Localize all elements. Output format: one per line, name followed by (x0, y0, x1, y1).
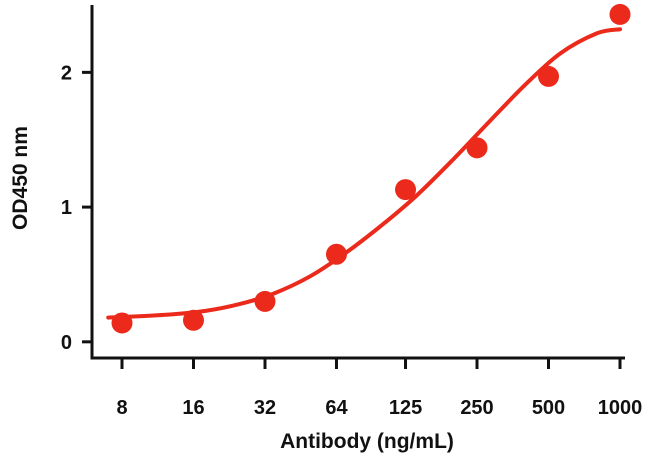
data-point (538, 65, 560, 87)
data-point (182, 309, 204, 331)
x-tick-label: 8 (116, 397, 127, 419)
data-point (325, 243, 347, 265)
y-tick-label: 0 (61, 332, 72, 354)
x-tick-label: 125 (389, 397, 422, 419)
data-point (466, 137, 488, 159)
data-points-layer (111, 3, 631, 334)
x-tick-label: 32 (254, 397, 276, 419)
y-axis-title: OD450 nm (9, 126, 32, 230)
data-point (111, 312, 133, 334)
x-tick-label: 64 (325, 397, 348, 419)
y-tick-label: 2 (61, 62, 72, 84)
fit-curve (106, 27, 622, 320)
axes (82, 5, 625, 369)
data-point (254, 290, 276, 312)
x-tick-label: 16 (182, 397, 204, 419)
x-tick-label: 1000 (598, 397, 643, 419)
x-tick-label: 500 (532, 397, 565, 419)
data-point (609, 3, 631, 25)
y-tick-label: 1 (61, 197, 72, 219)
x-axis-title: Antibody (ng/mL) (280, 430, 454, 453)
x-tick-label: 250 (460, 397, 493, 419)
data-point (395, 179, 417, 201)
fit-curve-layer (106, 27, 622, 320)
tick-labels: 0 1 2 8 16 32 64 125 250 500 1000 (61, 62, 642, 419)
